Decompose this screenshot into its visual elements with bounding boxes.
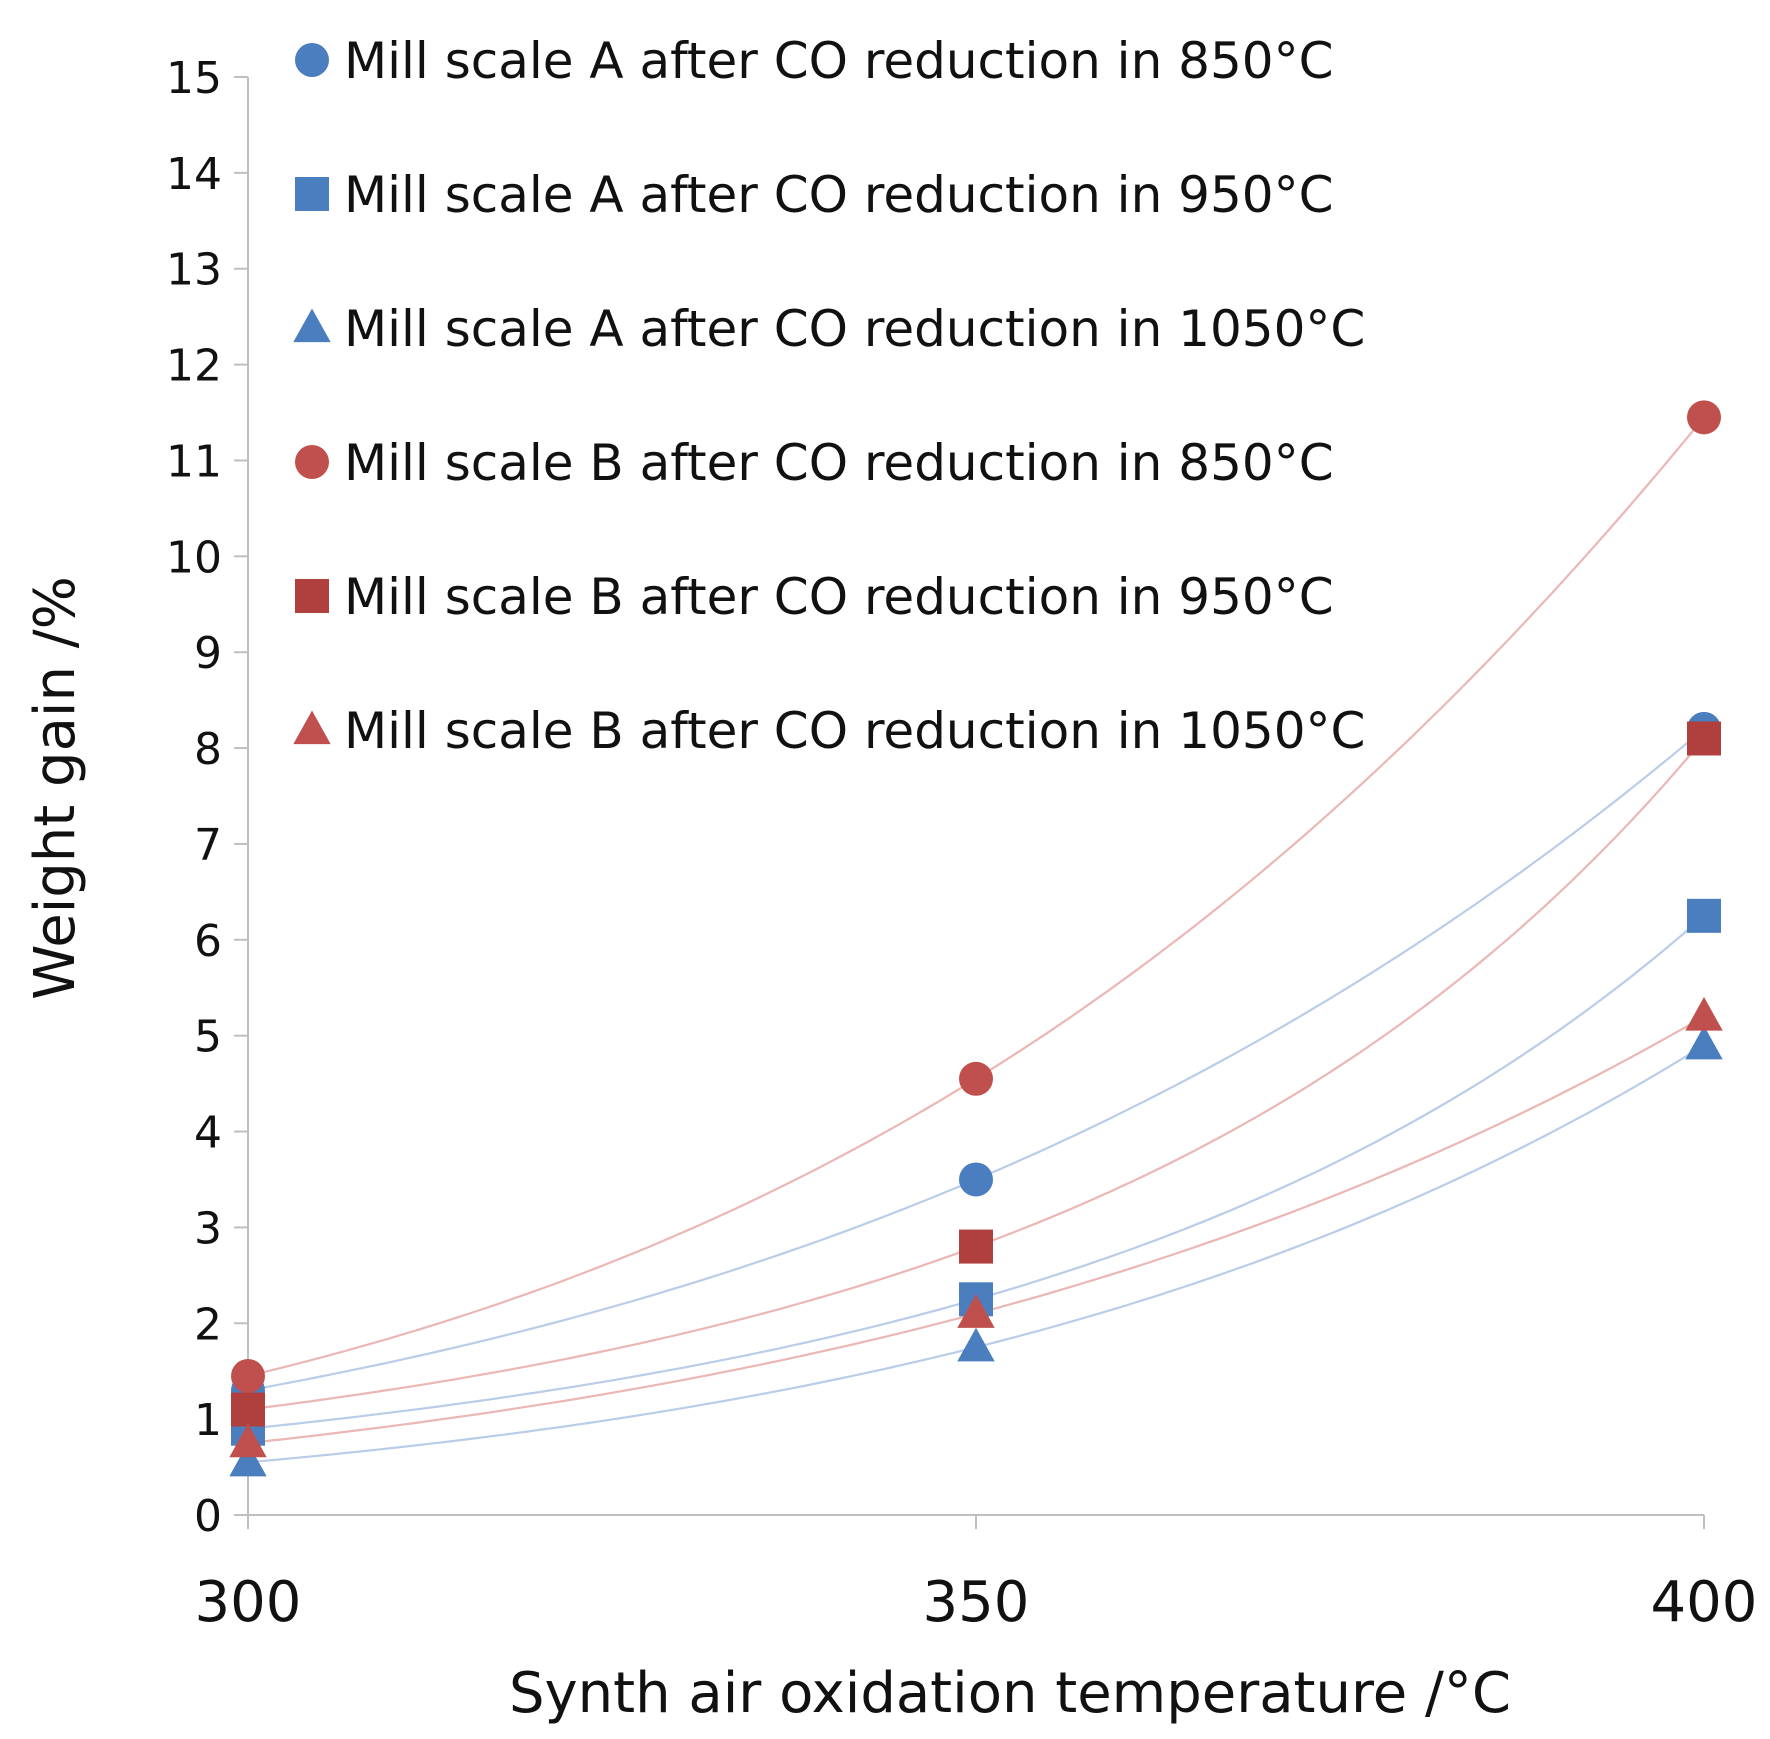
y-tick-label: 5 bbox=[194, 1012, 222, 1063]
data-point-circle bbox=[959, 1162, 993, 1197]
x-axis-title: Synth air oxidation temperature /°C bbox=[509, 1661, 1511, 1726]
data-point-triangle bbox=[229, 1442, 267, 1477]
data-points bbox=[229, 400, 1723, 1477]
y-tick-label: 2 bbox=[194, 1299, 222, 1350]
data-point-square bbox=[231, 1392, 265, 1427]
x-tick-label: 350 bbox=[923, 1570, 1030, 1635]
y-tick-label: 14 bbox=[166, 149, 222, 200]
data-point-circle bbox=[231, 1358, 265, 1393]
data-point-triangle bbox=[1685, 996, 1723, 1031]
data-point-circle bbox=[959, 1061, 993, 1096]
data-point-square bbox=[959, 1229, 993, 1264]
legend-label: Mill scale B after CO reduction in 950°C bbox=[344, 568, 1334, 626]
legend-marker-triangle bbox=[293, 710, 331, 745]
y-tick-label: 7 bbox=[194, 820, 222, 871]
legend-label: Mill scale A after CO reduction in 850°C bbox=[344, 32, 1334, 90]
y-tick-label: 0 bbox=[194, 1491, 222, 1542]
data-point-triangle bbox=[1685, 1025, 1723, 1060]
x-ticks: 300 350 400 bbox=[195, 1515, 1758, 1635]
legend-marker-triangle bbox=[293, 308, 331, 343]
legend-label: Mill scale B after CO reduction in 1050°… bbox=[344, 702, 1365, 760]
data-point-triangle bbox=[957, 1294, 995, 1328]
y-tick-label: 15 bbox=[166, 53, 222, 104]
legend-marker-square bbox=[295, 579, 329, 613]
y-tick-label: 3 bbox=[194, 1203, 222, 1254]
y-tick-label: 10 bbox=[166, 532, 222, 583]
legend-marker-circle bbox=[295, 445, 329, 479]
y-tick-label: 12 bbox=[166, 341, 222, 392]
data-point-square bbox=[1687, 721, 1721, 756]
legend-marker-circle bbox=[295, 43, 329, 77]
y-axis-title: Weight gain /% bbox=[23, 576, 88, 1000]
data-point-triangle bbox=[229, 1423, 267, 1458]
data-point-square bbox=[1687, 898, 1721, 933]
legend: Mill scale A after CO reduction in 850°C… bbox=[293, 32, 1365, 760]
y-tick-label: 1 bbox=[194, 1395, 222, 1446]
y-tick-label: 8 bbox=[194, 724, 222, 775]
y-tick-label: 13 bbox=[166, 245, 222, 296]
legend-label: Mill scale A after CO reduction in 950°C bbox=[344, 166, 1334, 224]
legend-marker-square bbox=[295, 177, 329, 211]
data-point-circle bbox=[1687, 400, 1721, 435]
data-point-triangle bbox=[957, 1327, 995, 1362]
x-tick-label: 300 bbox=[195, 1570, 302, 1635]
y-tick-label: 11 bbox=[166, 436, 222, 487]
x-tick-label: 400 bbox=[1651, 1570, 1758, 1635]
y-tick-label: 9 bbox=[194, 628, 222, 679]
legend-label: Mill scale A after CO reduction in 1050°… bbox=[344, 300, 1365, 358]
y-tick-label: 6 bbox=[194, 916, 222, 967]
legend-label: Mill scale B after CO reduction in 850°C bbox=[344, 434, 1334, 492]
y-tick-label: 4 bbox=[194, 1108, 222, 1159]
